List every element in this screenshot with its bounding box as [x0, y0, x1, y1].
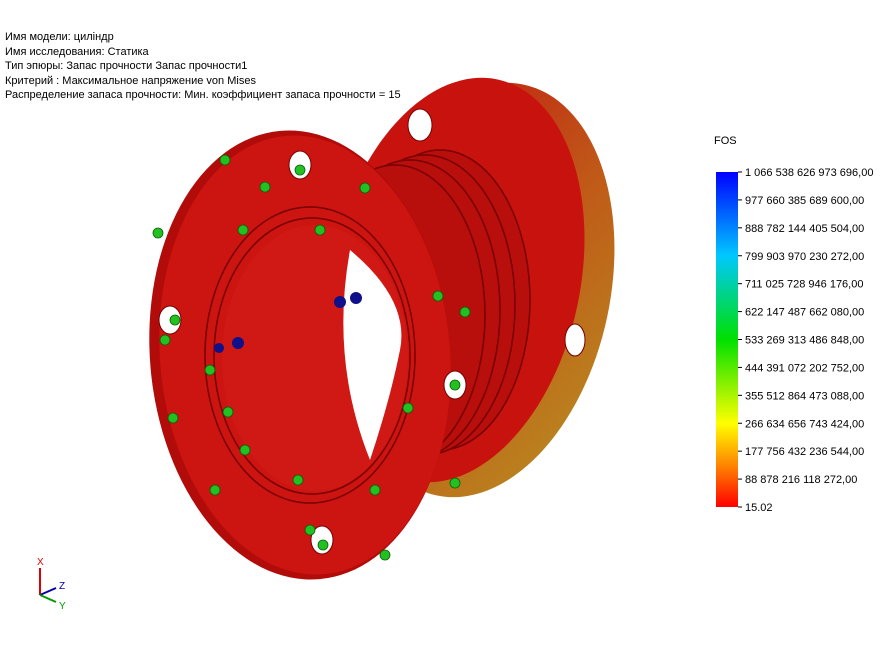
hole — [564, 323, 586, 357]
fixture-markers — [152, 154, 471, 561]
legend-label: 88 878 216 118 272,00 — [745, 474, 857, 486]
legend-label: 177 756 432 236 544,00 — [745, 446, 864, 458]
info-line: Распределение запаса прочности: Мин. коэ… — [5, 89, 401, 101]
legend-label: 266 634 656 743 424,00 — [745, 418, 864, 430]
info-line: Критерий : Максимальное напряжение von M… — [5, 74, 256, 87]
legend-label: 622 147 487 662 080,00 — [745, 307, 864, 319]
groove — [213, 217, 411, 495]
axis-label: Y — [59, 601, 66, 612]
legend-labels: 1 066 538 626 973 696,00 977 660 385 689 … — [738, 167, 873, 514]
axis-label: Z — [59, 581, 65, 592]
legend-label: 888 782 144 405 504,00 — [745, 223, 864, 235]
legend-label: 977 660 385 689 600,00 — [745, 195, 864, 207]
legend-color-bar — [716, 172, 738, 507]
legend-title: FOS — [714, 135, 737, 147]
legend-label: 444 391 072 202 752,00 — [745, 362, 864, 374]
groove — [204, 206, 416, 504]
axis-triad: X Z Y — [37, 557, 66, 612]
info-line: Имя исследования: Статика — [5, 45, 149, 58]
legend-label: 1 066 538 626 973 696,00 — [745, 167, 873, 179]
legend-label: 15.02 — [745, 502, 773, 514]
legend-label: 533 269 313 486 848,00 — [745, 335, 864, 347]
legend-label: 355 512 864 473 088,00 — [745, 390, 864, 402]
legend-label: 711 025 728 946 176,00 — [745, 279, 863, 291]
info-line: Имя модели: цилiндр — [5, 31, 114, 43]
study-info: Имя модели: цилiндр Имя исследования: Ста… — [5, 30, 401, 103]
load-markers — [214, 292, 362, 353]
hole — [407, 108, 433, 142]
info-line: Тип эпюры: Запас прочности Запас прочнос… — [5, 60, 248, 72]
legend-label: 799 903 970 230 272,00 — [745, 251, 864, 263]
axis-label: X — [37, 557, 44, 568]
